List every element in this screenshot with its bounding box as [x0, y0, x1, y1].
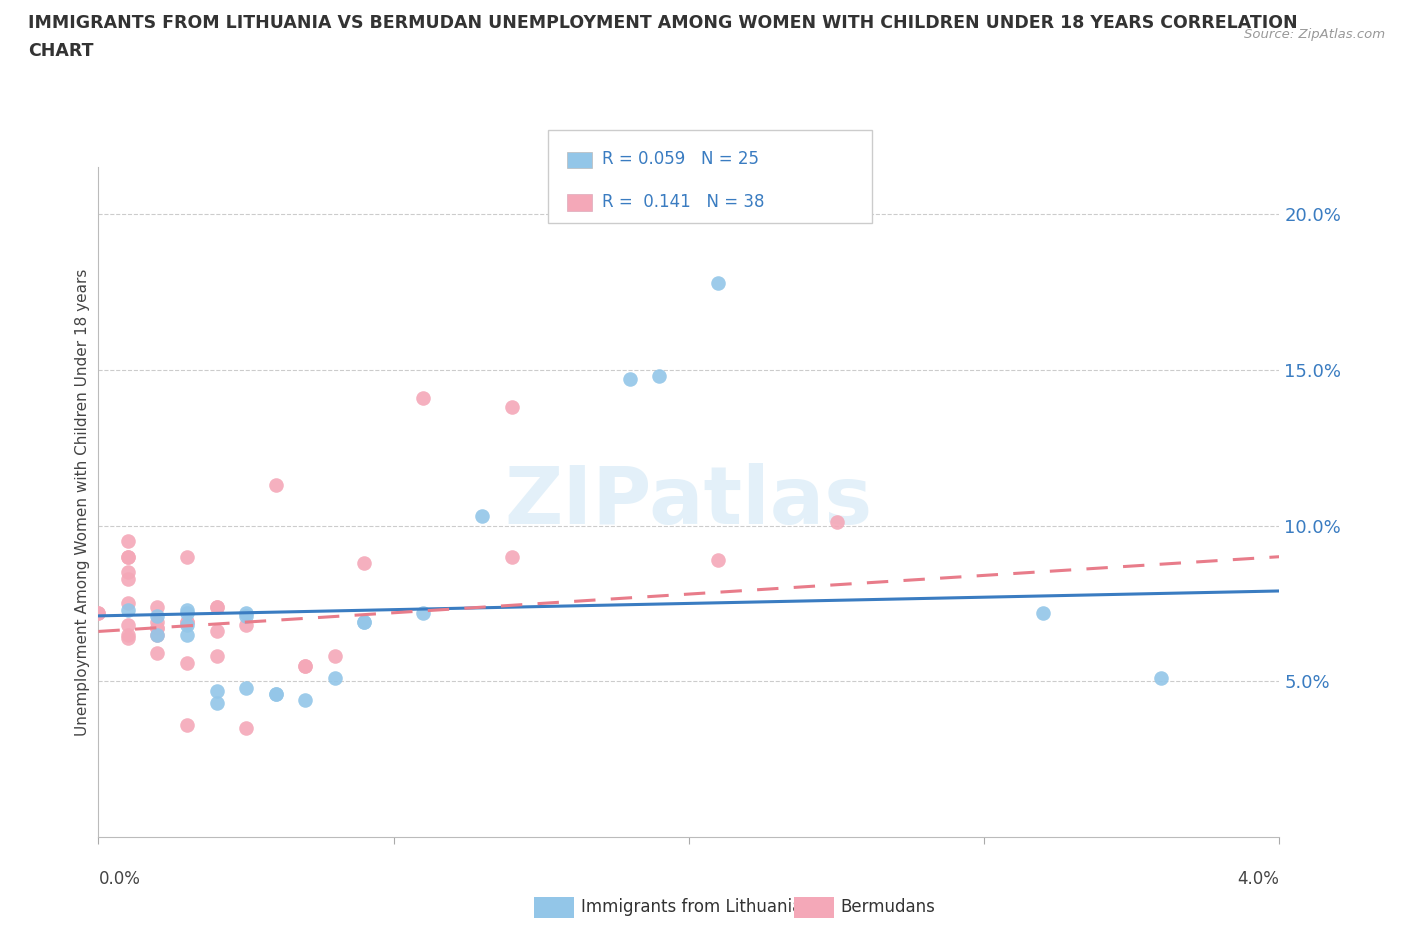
Point	[412, 391, 434, 405]
Text: IMMIGRANTS FROM LITHUANIA VS BERMUDAN UNEMPLOYMENT AMONG WOMEN WITH CHILDREN UND: IMMIGRANTS FROM LITHUANIA VS BERMUDAN UN…	[28, 14, 1298, 32]
Point	[146, 627, 169, 642]
Point	[117, 618, 139, 632]
Text: 4.0%: 4.0%	[1237, 870, 1279, 887]
Point	[501, 550, 523, 565]
Text: ZIPatlas: ZIPatlas	[505, 463, 873, 541]
Point	[235, 680, 257, 695]
Point	[176, 603, 198, 618]
Text: 0.0%: 0.0%	[98, 870, 141, 887]
Point	[117, 603, 139, 618]
Point	[205, 696, 228, 711]
Y-axis label: Unemployment Among Women with Children Under 18 years: Unemployment Among Women with Children U…	[75, 269, 90, 736]
Point	[117, 534, 139, 549]
Point	[205, 599, 228, 614]
Point	[235, 721, 257, 736]
Point	[117, 627, 139, 642]
Point	[1032, 605, 1054, 620]
Point	[264, 478, 287, 493]
Point	[205, 599, 228, 614]
Text: R =  0.141   N = 38: R = 0.141 N = 38	[602, 193, 765, 211]
Point	[648, 368, 671, 383]
Point	[146, 621, 169, 636]
Point	[146, 621, 169, 636]
Text: Source: ZipAtlas.com: Source: ZipAtlas.com	[1244, 28, 1385, 41]
Point	[117, 565, 139, 579]
Point	[117, 550, 139, 565]
Point	[176, 627, 198, 642]
Point	[294, 658, 316, 673]
Point	[205, 649, 228, 664]
Point	[323, 649, 346, 664]
Text: Immigrants from Lithuania: Immigrants from Lithuania	[581, 897, 801, 916]
Point	[235, 605, 257, 620]
Text: R = 0.059   N = 25: R = 0.059 N = 25	[602, 150, 759, 168]
Point	[294, 693, 316, 708]
Point	[176, 717, 198, 732]
Point	[176, 618, 198, 632]
Point	[205, 684, 228, 698]
Point	[264, 686, 287, 701]
Point	[117, 550, 139, 565]
Point	[176, 550, 198, 565]
Point	[353, 615, 375, 630]
Point	[412, 605, 434, 620]
Point	[205, 624, 228, 639]
Point	[235, 618, 257, 632]
Point	[176, 605, 198, 620]
Point	[294, 658, 316, 673]
Text: Bermudans: Bermudans	[841, 897, 935, 916]
Point	[825, 515, 848, 530]
Point	[353, 615, 375, 630]
Point	[176, 615, 198, 630]
Point	[87, 605, 110, 620]
Point	[146, 627, 169, 642]
Point	[353, 555, 375, 570]
Point	[117, 571, 139, 586]
Point	[146, 645, 169, 660]
Point	[146, 599, 169, 614]
Point	[707, 275, 730, 290]
Point	[176, 655, 198, 670]
Point	[146, 615, 169, 630]
Point	[619, 372, 641, 387]
Point	[471, 509, 494, 524]
Point	[87, 605, 110, 620]
Point	[323, 671, 346, 685]
Point	[501, 400, 523, 415]
Point	[707, 552, 730, 567]
Point	[117, 596, 139, 611]
Point	[176, 615, 198, 630]
Text: CHART: CHART	[28, 42, 94, 60]
Point	[1150, 671, 1173, 685]
Point	[264, 686, 287, 701]
Point	[146, 608, 169, 623]
Point	[117, 631, 139, 645]
Point	[235, 608, 257, 623]
